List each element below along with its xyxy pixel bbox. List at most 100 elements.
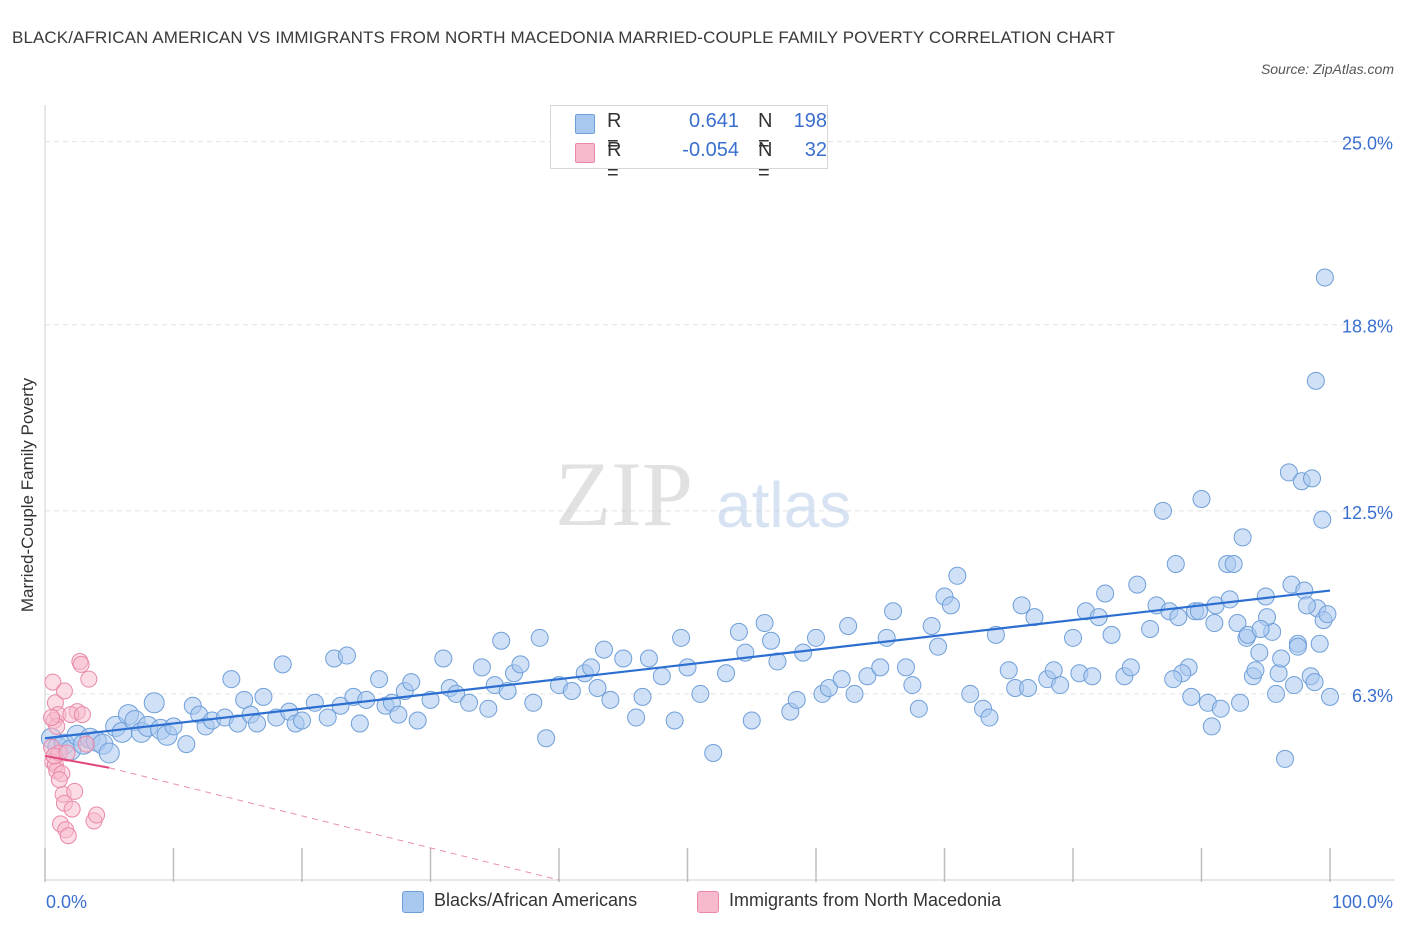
point-blacks bbox=[337, 646, 356, 665]
point-blacks bbox=[530, 628, 549, 647]
point-blacks bbox=[903, 676, 922, 695]
point-blacks bbox=[1233, 528, 1252, 547]
point-blacks bbox=[1166, 554, 1185, 573]
point-blacks bbox=[729, 622, 748, 641]
point-blacks bbox=[1318, 605, 1337, 624]
point-blacks bbox=[1246, 661, 1265, 680]
point-blacks bbox=[1083, 667, 1102, 686]
point-blacks bbox=[704, 744, 723, 762]
point-macedonia bbox=[50, 771, 68, 789]
point-blacks bbox=[293, 711, 311, 730]
legend-swatch-blue bbox=[402, 891, 424, 913]
r-label: R = bbox=[607, 139, 622, 184]
point-blacks bbox=[1288, 637, 1307, 656]
point-blacks bbox=[762, 631, 781, 650]
point-blacks bbox=[1279, 463, 1298, 482]
point-blacks bbox=[594, 640, 613, 659]
y-tick-label-2: 18.8% bbox=[1342, 317, 1393, 337]
trend-lines bbox=[44, 589, 1331, 881]
point-blacks bbox=[877, 628, 896, 647]
point-blacks bbox=[678, 658, 697, 677]
point-blacks bbox=[1267, 684, 1286, 703]
x-tick-labels: 0.0% 100.0% bbox=[46, 892, 1393, 912]
point-blacks bbox=[1315, 268, 1334, 287]
point-blacks bbox=[871, 658, 890, 677]
point-blacks bbox=[248, 714, 267, 733]
point-blacks bbox=[177, 735, 196, 754]
point-blacks bbox=[742, 711, 761, 730]
point-macedonia bbox=[73, 706, 91, 724]
point-blacks bbox=[1224, 554, 1243, 573]
point-blacks bbox=[588, 679, 607, 698]
y-tick-labels: 6.3% 12.5% 18.8% 25.0% bbox=[1342, 134, 1393, 706]
point-blacks bbox=[1121, 658, 1140, 677]
chart-title: BLACK/AFRICAN AMERICAN VS IMMIGRANTS FRO… bbox=[12, 28, 1116, 47]
point-blacks bbox=[1313, 510, 1332, 529]
point-macedonia bbox=[59, 827, 77, 845]
legend-label-blacks: Blacks/African Americans bbox=[434, 890, 638, 910]
point-blacks bbox=[1141, 619, 1160, 638]
point-blacks bbox=[1228, 614, 1247, 633]
point-blacks bbox=[1019, 679, 1038, 698]
point-blacks bbox=[402, 673, 421, 692]
point-blacks bbox=[1164, 670, 1183, 689]
point-blacks bbox=[421, 690, 440, 709]
point-blacks bbox=[941, 596, 960, 615]
source-label: Source: ZipAtlas.com bbox=[1260, 61, 1394, 77]
point-blacks bbox=[845, 684, 864, 703]
trend-line-macedonia bbox=[44, 754, 110, 769]
point-blacks bbox=[1303, 469, 1322, 488]
point-blacks bbox=[408, 711, 427, 730]
legend-label-macedonia: Immigrants from North Macedonia bbox=[729, 890, 1002, 910]
point-blacks bbox=[627, 708, 646, 727]
point-blacks bbox=[652, 667, 671, 686]
point-blacks bbox=[948, 566, 967, 585]
point-blacks bbox=[1051, 676, 1070, 695]
point-blacks bbox=[254, 687, 273, 706]
point-blacks bbox=[350, 714, 369, 733]
point-blacks bbox=[1295, 581, 1314, 600]
point-blacks bbox=[370, 670, 389, 689]
point-macedonia bbox=[55, 682, 73, 700]
point-blacks bbox=[929, 637, 948, 656]
legend-swatch-blue bbox=[575, 114, 595, 134]
axes bbox=[44, 105, 1395, 882]
y-tick-label-3: 25.0% bbox=[1342, 134, 1393, 154]
point-blacks bbox=[858, 667, 877, 686]
point-macedonia bbox=[80, 670, 98, 688]
point-blacks bbox=[1297, 596, 1316, 615]
point-blacks bbox=[691, 684, 710, 703]
point-blacks bbox=[524, 693, 543, 712]
point-blacks bbox=[492, 631, 511, 650]
point-blacks bbox=[1285, 676, 1304, 695]
r-value: -0.054 bbox=[682, 139, 739, 161]
point-macedonia bbox=[44, 673, 62, 691]
y-axis-label: Married-Couple Family Poverty bbox=[18, 377, 37, 613]
point-blacks bbox=[143, 692, 165, 714]
point-blacks bbox=[228, 714, 247, 733]
point-macedonia bbox=[77, 735, 95, 753]
point-blacks bbox=[909, 699, 928, 718]
point-blacks bbox=[273, 655, 292, 674]
point-blacks bbox=[460, 693, 479, 712]
point-blacks bbox=[1202, 717, 1221, 736]
point-blacks bbox=[633, 687, 652, 706]
watermark: ZIP atlas bbox=[555, 443, 851, 545]
point-blacks bbox=[1272, 649, 1291, 668]
point-blacks bbox=[1205, 614, 1224, 633]
y-tick-label-1: 12.5% bbox=[1342, 503, 1393, 523]
trend-line-blacks bbox=[44, 589, 1331, 740]
point-blacks bbox=[819, 679, 838, 698]
point-blacks bbox=[1096, 584, 1115, 603]
watermark-zip: ZIP bbox=[555, 443, 693, 545]
point-blacks bbox=[961, 684, 980, 703]
point-blacks bbox=[1182, 687, 1201, 706]
legend-swatch-pink bbox=[697, 891, 719, 913]
point-blacks bbox=[884, 602, 903, 621]
point-blacks bbox=[222, 670, 241, 689]
point-blacks bbox=[1220, 590, 1239, 609]
point-blacks bbox=[1276, 749, 1295, 768]
n-label: N = bbox=[758, 110, 773, 155]
point-blacks bbox=[787, 690, 806, 709]
